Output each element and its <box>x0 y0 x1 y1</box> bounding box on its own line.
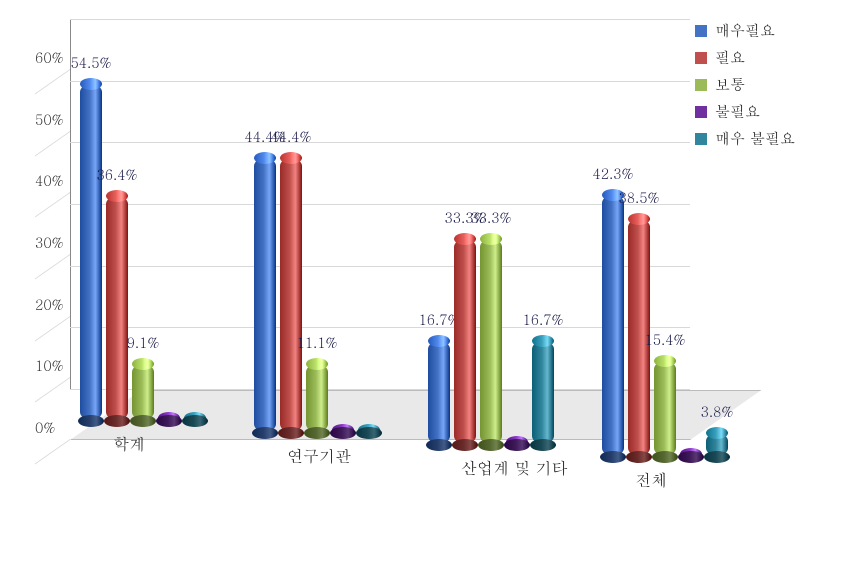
y-tick-label: 20% <box>35 294 62 314</box>
gridline-side <box>35 316 70 342</box>
bar-value-label: 36.4% <box>96 164 137 184</box>
bar <box>506 442 528 444</box>
y-tick-label: 0% <box>35 417 62 437</box>
x-category-label: 연구기관 <box>287 444 351 467</box>
y-tick-label: 60% <box>35 47 62 67</box>
bar-value-label: 3.8% <box>701 401 734 421</box>
bar-value-label: 15.4% <box>644 329 685 349</box>
plot-area: 0%10%20%30%40%50%60% 54.5%36.4%9.1%44.4%… <box>70 20 690 500</box>
bar-value-label: 33.3% <box>470 207 511 227</box>
legend-label: 보통 <box>715 74 745 95</box>
legend: 매우필요필요보통불필요매우 불필요 <box>695 20 845 155</box>
gridline-side <box>35 192 70 218</box>
bar <box>254 158 276 432</box>
gridline-side <box>35 439 70 465</box>
y-tick-label: 10% <box>35 355 62 375</box>
bar-value-label: 9.1% <box>127 332 160 352</box>
bar <box>706 433 728 456</box>
bar <box>454 239 476 444</box>
bar-value-label: 38.5% <box>618 187 659 207</box>
bar <box>428 341 450 444</box>
bar <box>132 364 154 420</box>
gridline <box>70 19 690 20</box>
legend-label: 매우필요 <box>715 20 775 41</box>
bar <box>158 418 180 420</box>
bar <box>80 84 102 420</box>
bar <box>184 418 206 420</box>
gridline <box>70 204 690 205</box>
gridline-side <box>35 131 70 157</box>
legend-item: 매우필요 <box>695 20 845 41</box>
y-tick-label: 40% <box>35 170 62 190</box>
legend-item: 불필요 <box>695 101 845 122</box>
bar-value-label: 42.3% <box>592 163 633 183</box>
gridline <box>70 327 690 328</box>
bar <box>602 195 624 456</box>
gridline-side <box>35 69 70 95</box>
bar-value-label: 44.4% <box>270 126 311 146</box>
gridline <box>70 81 690 82</box>
gridline <box>70 266 690 267</box>
gridline-side <box>35 254 70 280</box>
legend-swatch <box>695 133 707 145</box>
legend-label: 매우 불필요 <box>715 128 795 149</box>
x-category-label: 학계 <box>113 432 145 455</box>
bar <box>480 239 502 444</box>
legend-swatch <box>695 79 707 91</box>
legend-item: 매우 불필요 <box>695 128 845 149</box>
legend-swatch <box>695 106 707 118</box>
legend-item: 보통 <box>695 74 845 95</box>
x-category-label: 산업계 및 기타 <box>461 456 568 479</box>
bar <box>280 158 302 432</box>
y-axis <box>70 20 71 390</box>
gridline <box>70 142 690 143</box>
legend-swatch <box>695 25 707 37</box>
y-tick-label: 30% <box>35 232 62 252</box>
bar <box>680 454 702 456</box>
gridline <box>70 389 690 390</box>
legend-item: 필요 <box>695 47 845 68</box>
chart-container: 0% 10% 20% 30% 40% 50% 60% 54.5% 36.4% 9.1% 44.4%… <box>0 0 865 568</box>
x-category-label: 전체 <box>635 468 667 491</box>
gridline-side <box>35 377 70 403</box>
bar <box>654 361 676 456</box>
bar-value-label: 54.5% <box>70 52 111 72</box>
bar-value-label: 16.7% <box>522 309 563 329</box>
bar <box>532 341 554 444</box>
legend-label: 필요 <box>715 47 745 68</box>
bar <box>358 430 380 432</box>
legend-swatch <box>695 52 707 64</box>
y-tick-label: 50% <box>35 109 62 129</box>
bar <box>106 196 128 420</box>
legend-label: 불필요 <box>715 101 760 122</box>
bar-value-label: 11.1% <box>296 332 337 352</box>
bar <box>306 364 328 432</box>
bar <box>332 430 354 432</box>
